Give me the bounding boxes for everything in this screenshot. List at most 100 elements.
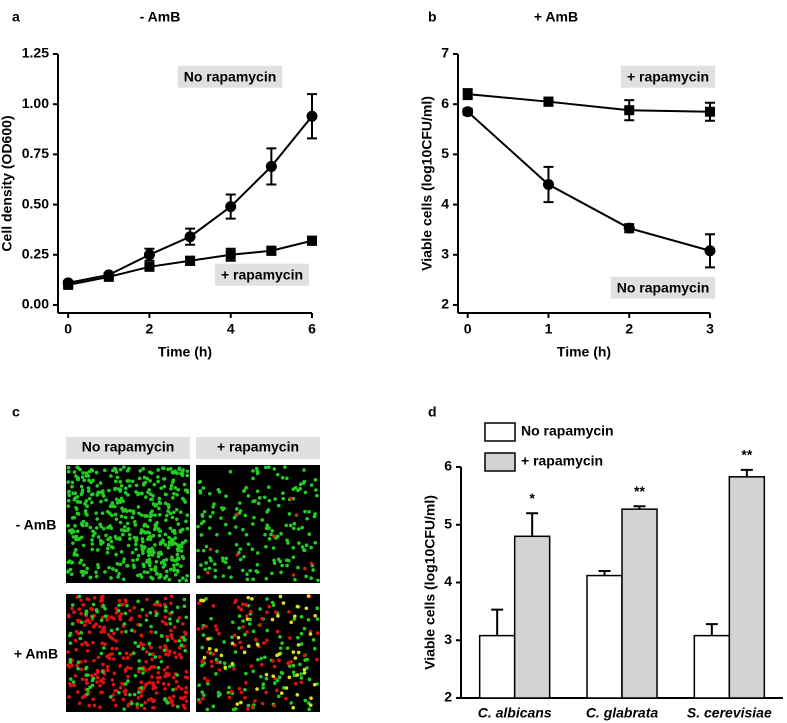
cell-dot: [136, 690, 141, 695]
cell-dot: [253, 699, 257, 703]
cell-dot: [252, 515, 256, 520]
cell-dot: [302, 671, 307, 675]
cell-dot: [129, 628, 134, 633]
cell-dot: [99, 499, 103, 504]
panel-label: d: [428, 404, 437, 420]
cell-dot: [136, 492, 140, 497]
cell-dot: [75, 690, 80, 694]
cell-dot: [245, 630, 249, 634]
cell-dot: [68, 641, 73, 645]
cell-dot: [313, 646, 317, 651]
series-label: No rapamycin: [184, 69, 277, 85]
cell-dot: [255, 489, 260, 494]
cell-dot: [278, 646, 283, 650]
cell-dot: [91, 478, 95, 483]
cell-dot: [175, 673, 179, 677]
cell-dot: [258, 623, 262, 627]
cell-dot: [150, 675, 154, 679]
series-label: + rapamycin: [221, 267, 303, 283]
cell-dot: [163, 615, 168, 619]
cell-dot: [74, 534, 79, 539]
cell-dot: [142, 706, 147, 711]
cell-dot: [75, 529, 80, 534]
cell-dot: [246, 703, 251, 708]
cell-dot: [163, 605, 168, 609]
cell-dot: [172, 563, 176, 567]
cell-dot: [96, 565, 101, 570]
cell-dot: [152, 550, 156, 555]
cell-dot: [145, 597, 149, 602]
cell-dot: [85, 566, 90, 571]
cell-dot: [85, 642, 89, 646]
cell-dot: [264, 672, 269, 677]
cell-dot: [238, 557, 243, 562]
cell-dot: [154, 691, 159, 695]
cell-dot: [126, 527, 131, 531]
cell-dot: [234, 542, 239, 547]
cell-dot: [148, 470, 152, 474]
cell-dot: [92, 595, 97, 600]
cell-dot: [286, 662, 291, 666]
cell-dot: [250, 705, 255, 709]
marker: [543, 96, 554, 107]
cell-dot: [87, 703, 91, 708]
cell-dot: [108, 695, 113, 699]
cell-dot: [184, 615, 189, 620]
cell-dot: [133, 641, 137, 645]
cell-dot: [271, 546, 276, 550]
cell-dot: [67, 695, 71, 699]
y-tick-label: 0.50: [22, 195, 49, 211]
cell-dot: [140, 607, 145, 612]
cell-dot: [86, 486, 91, 490]
cell-dot: [76, 512, 81, 516]
cell-dot: [174, 655, 178, 660]
cell-dot: [240, 568, 245, 573]
cell-dot: [294, 513, 299, 517]
cell-dot: [172, 651, 177, 655]
cell-dot: [101, 604, 106, 608]
cell-dot: [67, 559, 72, 563]
series-label: + rapamycin: [627, 69, 709, 85]
cell-dot: [241, 625, 245, 629]
cell-dot: [148, 652, 152, 656]
cell-dot: [149, 513, 154, 517]
cell-dot: [103, 642, 107, 647]
cell-dot: [304, 606, 309, 611]
cell-dot: [128, 692, 132, 697]
cell-dot: [82, 563, 86, 567]
cell-dot: [263, 495, 267, 500]
cell-dot: [255, 551, 260, 555]
cell-dot: [201, 658, 205, 663]
cell-dot: [254, 638, 258, 642]
cell-dot: [215, 660, 219, 665]
cell-dot: [222, 661, 227, 666]
cell-dot: [159, 486, 163, 490]
cell-dot: [87, 478, 91, 483]
cell-dot: [131, 558, 135, 563]
cell-dot: [84, 499, 89, 503]
cell-dot: [114, 517, 119, 521]
cell-dot: [163, 609, 168, 613]
cell-dot: [170, 610, 174, 615]
cell-dot: [109, 576, 113, 580]
cell-dot: [176, 684, 181, 689]
cell-dot: [179, 643, 184, 648]
cell-dot: [84, 612, 88, 616]
cell-dot: [292, 617, 297, 621]
cell-dot: [157, 575, 162, 580]
marker: [143, 249, 155, 261]
cell-dot: [158, 602, 162, 607]
cell-dot: [229, 575, 233, 580]
cell-dot: [308, 629, 313, 634]
cell-dot: [291, 650, 296, 654]
cell-dot: [139, 531, 143, 535]
cell-dot: [242, 650, 247, 655]
cell-dot: [200, 663, 204, 668]
cell-dot: [299, 680, 304, 685]
cell-dot: [105, 550, 110, 555]
cell-dot: [253, 499, 257, 503]
cell-dot: [199, 521, 204, 526]
cell-dot: [122, 557, 126, 561]
cell-dot: [232, 633, 237, 638]
cell-dot: [163, 644, 167, 648]
